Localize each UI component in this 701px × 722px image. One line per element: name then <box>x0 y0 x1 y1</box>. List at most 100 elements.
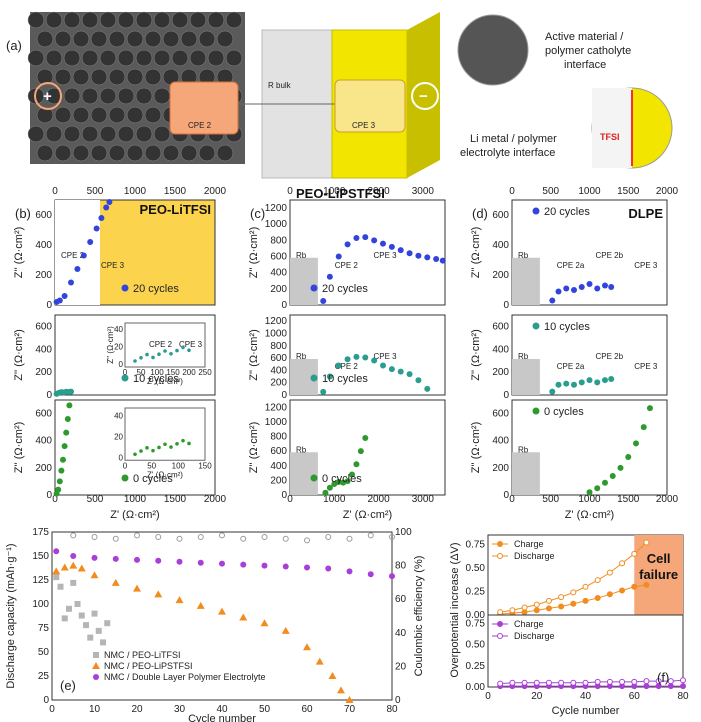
particle <box>99 49 117 67</box>
particle <box>27 11 45 29</box>
data-point <box>606 569 613 576</box>
legend-marker <box>497 541 503 547</box>
inset-point <box>133 452 137 457</box>
data-point <box>98 215 105 221</box>
particle <box>135 49 153 67</box>
callout-bottom-1: Li metal / polymer <box>470 133 557 145</box>
inset-point <box>139 356 143 360</box>
data-point <box>545 679 552 686</box>
data-point <box>218 607 226 615</box>
data-point <box>320 297 327 304</box>
efficiency-point <box>282 535 289 542</box>
data-point <box>111 578 120 586</box>
data-point <box>70 553 77 559</box>
data-point <box>219 560 225 567</box>
particle <box>54 144 72 162</box>
data-point <box>90 571 99 579</box>
data-point <box>497 680 504 687</box>
x-axis-label: Cycle number <box>552 705 620 717</box>
y-tick: 1200 <box>265 316 288 327</box>
data-point <box>303 643 311 651</box>
y-axis-label-right: Coulombic efficiency (%) <box>413 556 425 677</box>
annotation: CPE 2a <box>557 261 585 270</box>
particle <box>108 106 126 124</box>
particle <box>36 106 54 124</box>
particle <box>126 144 144 162</box>
y-tick: 800 <box>270 235 287 246</box>
y-tick: 400 <box>35 344 52 355</box>
inset-y-tick: 40 <box>114 325 123 334</box>
data-point <box>70 579 77 586</box>
data-point <box>56 478 63 485</box>
y-tick: 200 <box>270 378 287 389</box>
data-point <box>315 657 324 665</box>
data-point <box>58 467 65 474</box>
panel-title: DLPE <box>628 206 663 221</box>
data-point <box>331 481 338 488</box>
x-tick-top: 1500 <box>617 186 640 197</box>
data-point <box>61 615 68 622</box>
particle <box>144 30 162 48</box>
row-frame <box>487 614 684 688</box>
legend-marker <box>310 374 318 382</box>
y-tick: 400 <box>270 268 287 279</box>
y-axis-label: Discharge capacity (mAh·g⁻¹) <box>5 543 17 688</box>
particle <box>108 144 126 162</box>
inset-point <box>145 446 149 450</box>
efficiency-point <box>134 532 140 539</box>
x-tick-top: 3000 <box>412 186 435 197</box>
y-tick: 200 <box>270 284 287 295</box>
data-point <box>281 626 290 634</box>
data-point <box>335 253 342 260</box>
panel-a-schematic: R bulk CPE 3 − (a) Active material / pol… <box>6 11 673 179</box>
data-point <box>357 448 364 455</box>
data-point <box>563 285 570 292</box>
x-tick-bottom: 2000 <box>656 494 679 505</box>
particle <box>153 125 171 143</box>
legend-marker <box>121 284 129 292</box>
y-tick: 600 <box>35 210 52 221</box>
y-tick-right: 100 <box>395 527 412 538</box>
legend-label: 0 cycles <box>322 473 362 485</box>
inset-point <box>157 352 161 357</box>
x-tick-top: 2000 <box>367 186 390 197</box>
data-point <box>389 573 395 580</box>
data-point <box>60 563 69 571</box>
particle <box>171 49 189 67</box>
legend-marker <box>92 662 100 669</box>
panel-d-label: (d) <box>472 206 488 221</box>
y-tick: 0 <box>503 490 509 501</box>
y-tick: 200 <box>35 367 52 378</box>
data-point <box>497 609 504 616</box>
inset-point <box>169 352 173 356</box>
data-point <box>53 548 60 555</box>
failure-label-2: failure <box>639 567 678 582</box>
data-point <box>424 254 431 261</box>
particle <box>216 144 234 162</box>
inset-y-tick: 0 <box>119 453 124 462</box>
particle <box>153 49 171 67</box>
rb-region <box>290 452 318 495</box>
cpe3-box <box>334 79 406 133</box>
data-point <box>631 583 638 590</box>
x-axis-label: Cycle number <box>188 713 256 722</box>
y-tick: 0 <box>46 300 52 311</box>
legend-marker <box>532 322 540 330</box>
data-point <box>646 405 653 412</box>
data-point <box>325 565 332 572</box>
data-point <box>282 563 289 570</box>
inset-y-tick: 40 <box>114 411 123 420</box>
data-point <box>346 568 353 575</box>
y-axis-label: Z'' (Ω·cm²) <box>248 422 260 474</box>
x-tick-top: 0 <box>52 186 58 197</box>
x-tick: 60 <box>629 691 641 702</box>
inset-point <box>181 438 185 443</box>
rb-region <box>512 257 540 305</box>
legend-marker <box>121 474 129 482</box>
legend-label: 20 cycles <box>133 283 179 295</box>
y-tick: 800 <box>270 432 287 443</box>
data-point <box>509 607 516 614</box>
x-tick: 80 <box>677 691 689 702</box>
